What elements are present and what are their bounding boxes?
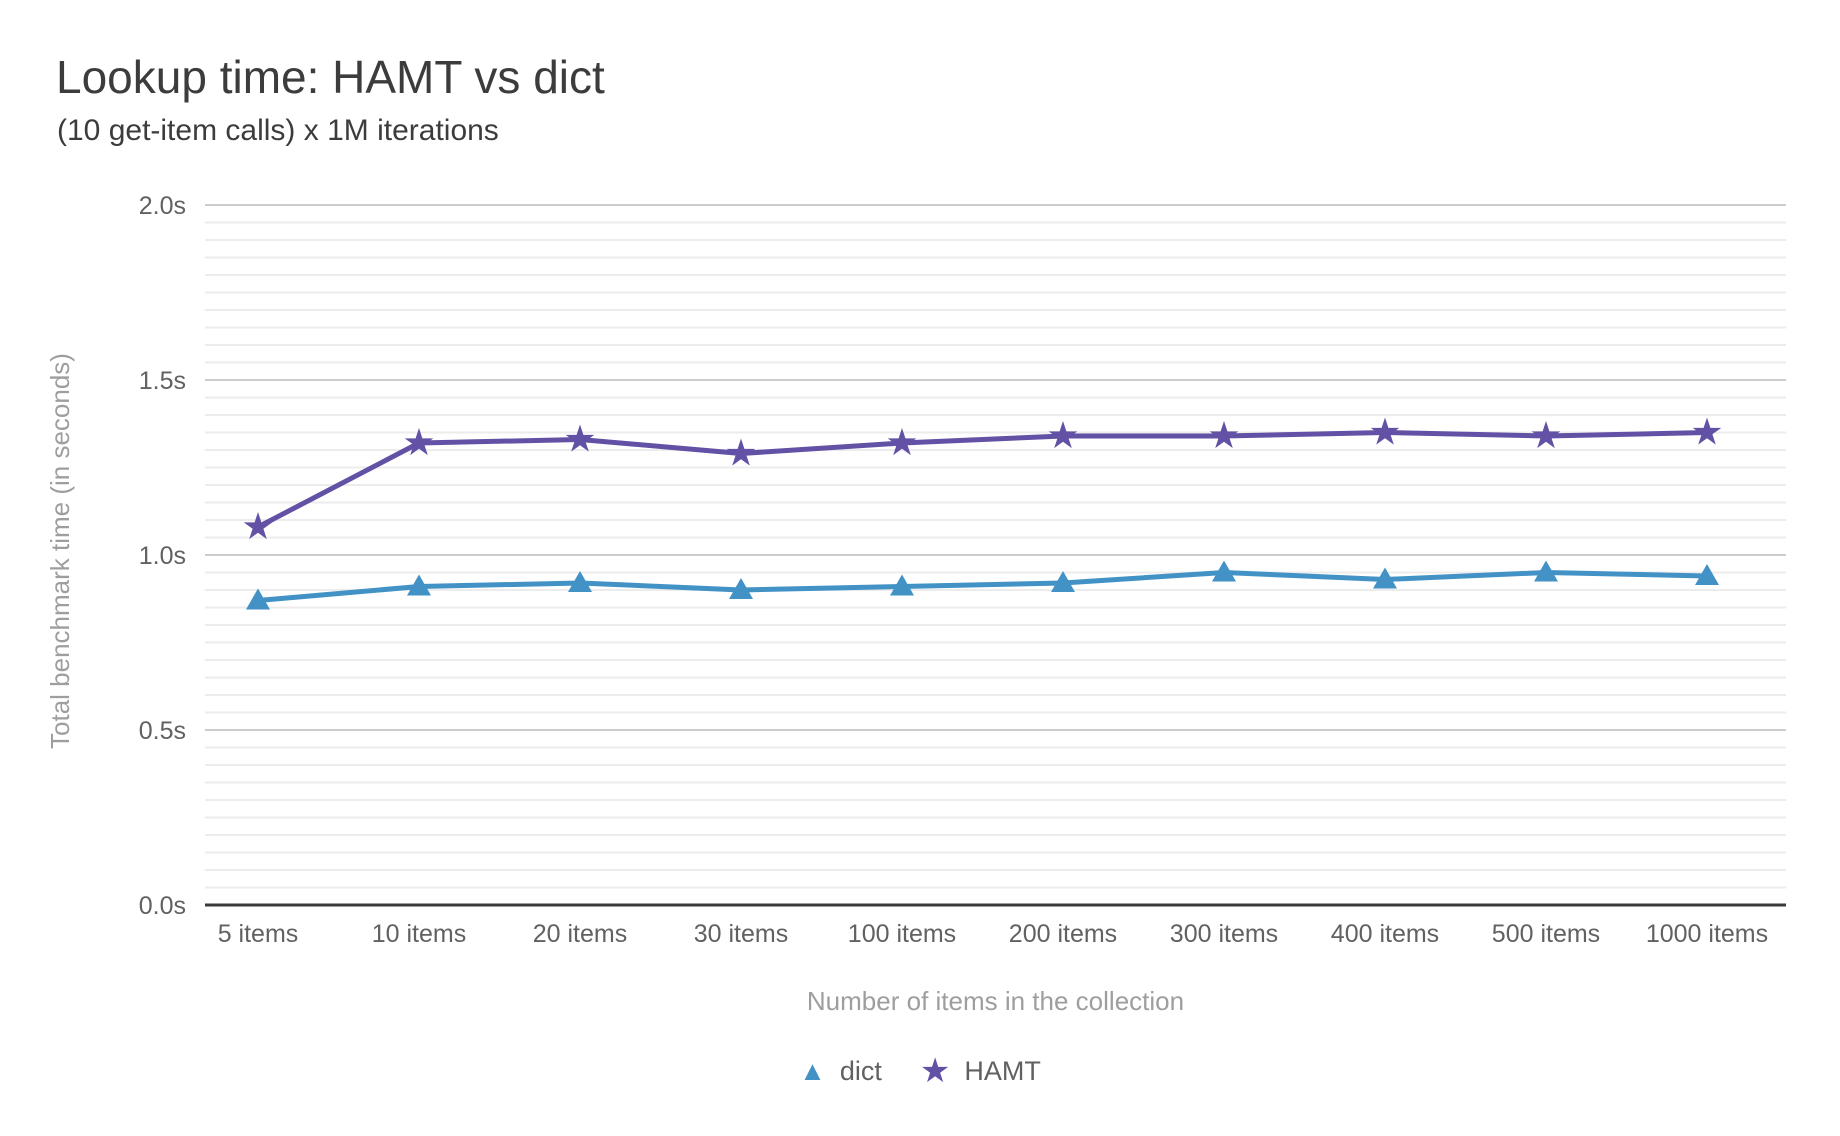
data-point-marker-HAMT: [1209, 421, 1239, 449]
y-tick-label: 0.0s: [139, 892, 186, 920]
data-point-marker-dict: [246, 588, 270, 610]
x-tick-label: 5 items: [218, 920, 299, 948]
star-icon: ★: [919, 1052, 951, 1090]
x-tick-label: 300 items: [1170, 920, 1278, 948]
y-tick-label: 2.0s: [139, 192, 186, 220]
x-tick-label: 30 items: [694, 920, 788, 948]
data-point-marker-dict: [407, 574, 431, 596]
data-point-marker-HAMT: [1692, 417, 1722, 445]
data-point-marker-dict: [1695, 564, 1719, 585]
triangle-icon: ▲: [799, 1055, 826, 1086]
data-point-marker-dict: [729, 578, 753, 599]
data-point-marker-dict: [1051, 571, 1075, 592]
data-point-marker-HAMT: [726, 438, 756, 466]
data-point-marker-dict: [568, 571, 592, 592]
data-point-marker-HAMT: [404, 428, 434, 456]
data-point-marker-HAMT: [1531, 421, 1561, 449]
data-point-marker-HAMT: [565, 424, 595, 452]
legend-label: HAMT: [964, 1055, 1041, 1086]
data-point-marker-HAMT: [1048, 421, 1078, 449]
x-tick-label: 200 items: [1009, 920, 1117, 948]
x-tick-label: 100 items: [848, 920, 956, 948]
legend-item-HAMT: ★ HAMT: [920, 1054, 1041, 1088]
legend-label: dict: [839, 1055, 882, 1086]
data-point-marker-dict: [1373, 567, 1397, 589]
series-line-dict: [255, 570, 1710, 603]
x-tick-label: 400 items: [1331, 920, 1439, 948]
data-point-marker-HAMT: [887, 428, 917, 456]
data-point-marker-dict: [1212, 560, 1236, 582]
legend: ▲ dict ★ HAMT: [0, 1048, 1840, 1094]
data-point-marker-HAMT: [1370, 417, 1400, 445]
x-tick-label: 500 items: [1492, 920, 1600, 948]
series-line-HAMT: [255, 430, 1710, 530]
x-tick-label: 1000 items: [1646, 920, 1768, 948]
y-tick-label: 1.0s: [139, 542, 186, 570]
y-tick-label: 0.5s: [139, 717, 186, 745]
x-tick-label: 20 items: [533, 920, 627, 948]
chart-title: Lookup time: HAMT vs dict: [56, 51, 605, 103]
y-tick-label: 1.5s: [139, 367, 186, 395]
data-point-marker-dict: [890, 574, 914, 596]
x-tick-label: 10 items: [372, 920, 466, 948]
x-axis-title: Number of items in the collection: [806, 986, 1185, 1016]
chart-subtitle: (10 get-item calls) x 1M iterations: [57, 114, 499, 147]
data-point-marker-dict: [1534, 560, 1558, 582]
legend-item-dict: ▲ dict: [799, 1055, 882, 1086]
data-point-marker-HAMT: [243, 512, 273, 540]
